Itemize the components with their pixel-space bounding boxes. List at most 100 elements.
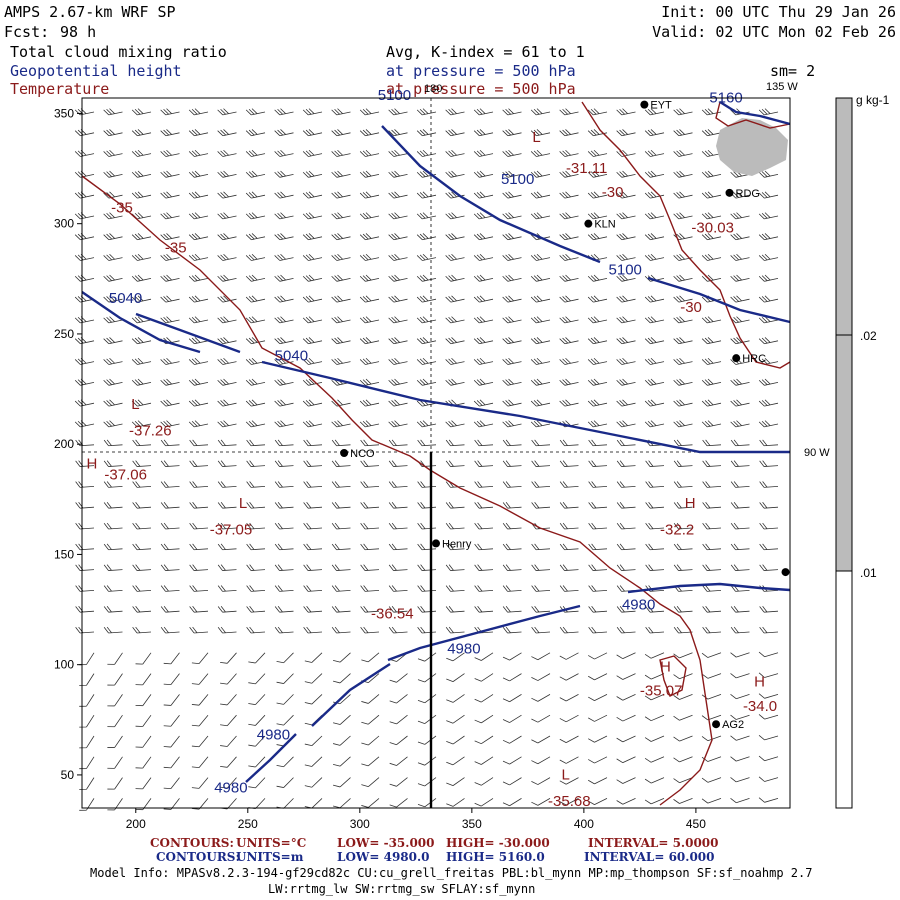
wind-barbs — [74, 108, 779, 811]
wind-barb — [758, 734, 779, 741]
wind-barb — [445, 129, 465, 137]
colorbar-empty-segment — [836, 571, 852, 808]
wind-barb — [559, 170, 579, 178]
wind-barb — [701, 357, 722, 365]
wind-barb — [332, 756, 351, 767]
wind-barb — [245, 399, 266, 407]
wind-barb — [331, 626, 351, 634]
wind-barb — [389, 756, 408, 766]
wind-barb — [416, 233, 437, 241]
wind-barb — [645, 606, 665, 613]
wind-barb — [302, 274, 323, 282]
station-marker — [432, 539, 440, 548]
wind-barb — [502, 735, 522, 744]
y-tick-label: 200 — [54, 437, 74, 451]
wind-barb — [103, 316, 123, 324]
wind-barb — [131, 233, 152, 241]
height-contour-line — [381, 125, 601, 264]
plot-frame — [81, 97, 791, 809]
wind-barb — [416, 149, 437, 157]
wind-barb — [160, 585, 180, 592]
wind-barb — [588, 481, 608, 488]
x-tick-label: 250 — [238, 817, 258, 831]
wind-barb — [644, 420, 665, 428]
wind-barb — [502, 191, 522, 199]
forecast-label: Fcst: — [4, 23, 49, 41]
wind-barb — [673, 253, 693, 261]
wind-barb — [673, 420, 693, 428]
wind-barb — [588, 502, 608, 509]
wind-barb — [160, 274, 180, 282]
height-contour-line — [135, 312, 241, 354]
wind-barb — [701, 191, 722, 199]
temperature-contour-label: -35.68 — [548, 793, 591, 810]
wind-barb — [160, 170, 180, 178]
wind-barb — [702, 481, 722, 488]
wind-barb — [220, 714, 237, 727]
wind-barb — [416, 191, 437, 199]
wind-barb — [730, 543, 750, 551]
wind-barb — [416, 170, 437, 178]
wind-barb — [673, 357, 693, 365]
wind-barb — [616, 502, 636, 509]
station-marker — [781, 568, 790, 577]
wind-barb — [217, 108, 237, 116]
wind-barb — [616, 756, 636, 764]
wind-barb — [530, 357, 551, 365]
wind-barb — [131, 108, 152, 116]
wind-barb — [220, 673, 237, 685]
wind-barb — [388, 149, 408, 157]
wind-barb — [191, 652, 209, 664]
wind-barb — [588, 585, 608, 592]
wind-barb — [530, 253, 551, 261]
wind-barb — [445, 274, 465, 282]
height-interval: INTERVAL= 60.000 — [584, 850, 715, 864]
wind-barb — [274, 439, 294, 447]
wind-barb — [248, 756, 266, 768]
wind-barb — [502, 253, 522, 261]
wind-barb — [79, 735, 95, 749]
wind-barb — [587, 170, 608, 178]
wind-barb — [473, 212, 494, 220]
wind-barb — [559, 694, 579, 702]
wind-barb — [502, 481, 522, 488]
wind-barb — [758, 651, 779, 658]
wind-barb — [245, 316, 266, 324]
wind-barb — [445, 606, 465, 613]
wind-barb — [530, 212, 551, 220]
wind-barb — [163, 735, 180, 748]
wind-barb — [616, 481, 636, 488]
wind-barb — [644, 714, 665, 722]
wind-barb — [132, 481, 152, 488]
wind-barb — [474, 606, 494, 613]
wind-barb — [160, 212, 180, 220]
wind-barb — [217, 460, 237, 467]
wind-barb — [702, 460, 722, 467]
wind-barb — [673, 798, 693, 804]
wind-barb — [644, 295, 665, 303]
wind-barb — [74, 274, 95, 282]
wind-barb — [759, 543, 779, 551]
wind-barb — [616, 129, 636, 137]
wind-barb — [359, 295, 380, 303]
meridian-label-180: 180 — [424, 83, 442, 95]
wind-barb — [160, 460, 180, 467]
wind-barb — [331, 233, 351, 241]
wind-barb — [331, 439, 351, 447]
wind-barb — [248, 777, 266, 789]
wind-barb — [616, 378, 636, 386]
wind-barb — [645, 564, 665, 571]
wind-barb — [135, 735, 152, 748]
height-contour-line — [627, 582, 791, 594]
wind-barb — [132, 626, 152, 634]
wind-barb — [331, 274, 351, 282]
wind-barb — [702, 606, 722, 613]
height-units: UNITS=m — [236, 850, 304, 864]
wind-barb — [107, 673, 123, 686]
height-contour-line — [719, 100, 791, 126]
wind-barb — [303, 439, 323, 447]
wind-barb — [217, 337, 237, 345]
wind-barb — [644, 108, 665, 116]
wind-barb — [331, 129, 351, 137]
wind-barb — [303, 564, 323, 571]
